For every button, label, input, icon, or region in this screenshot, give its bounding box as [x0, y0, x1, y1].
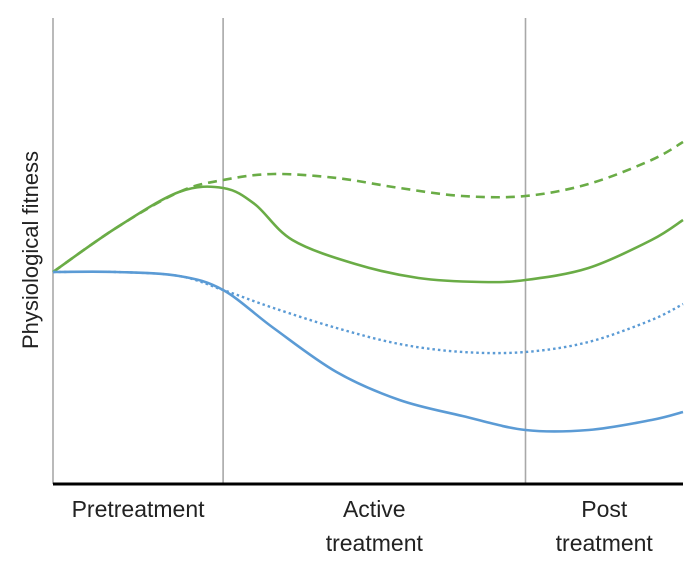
phase-label: Pretreatment	[72, 496, 206, 522]
series-layer	[52, 140, 684, 433]
series-line-green-solid	[52, 185, 684, 284]
phase-labels: Pretreatment Active treatment Post treatment	[72, 496, 654, 556]
series-line-blue-solid	[52, 270, 684, 433]
phase-label: Active	[343, 496, 406, 522]
phase-label: treatment	[556, 530, 654, 556]
phase-divider-lines	[52, 18, 527, 484]
series-line-blue-dotted	[52, 270, 684, 355]
phase-label: treatment	[326, 530, 424, 556]
y-axis-label: Physiological fitness	[18, 151, 43, 349]
phase-label: Post	[581, 496, 628, 522]
